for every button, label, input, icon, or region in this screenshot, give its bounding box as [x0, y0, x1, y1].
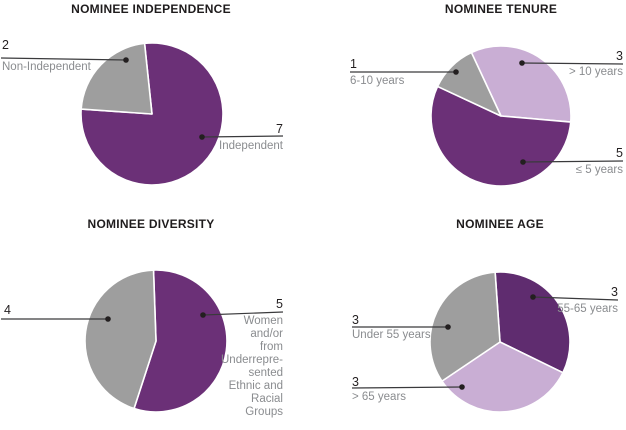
- chart-nominee-independence: NOMINEE INDEPENDENCE 2 Non-Independent 7 In…: [0, 0, 313, 215]
- chart-nominee-diversity: NOMINEE DIVERSITY 4 5 Women and/or from Under…: [0, 215, 313, 430]
- leader-dot: [445, 324, 451, 330]
- callout-value: 2: [2, 38, 9, 52]
- callout-label: Independent: [219, 140, 283, 152]
- chart-title: NOMINEE INDEPENDENCE: [71, 2, 231, 16]
- pie-slice-women-and-or-from-underrepresented-ethnic-and-racial-groups: [133, 269, 228, 413]
- callout-value: 3: [352, 313, 359, 327]
- chart-nominee-age: NOMINEE AGE 3 55-65 years 3 Under 55 years 3…: [313, 215, 626, 430]
- chart-title: NOMINEE DIVERSITY: [87, 217, 215, 231]
- pie-slice-non-independent: [80, 42, 153, 115]
- leader-line: [532, 296, 619, 301]
- leader-line: [521, 62, 624, 65]
- pie-slice-6-10-years: [436, 51, 502, 117]
- callout-label: > 65 years: [352, 391, 407, 403]
- callout-label: 55-65 years: [557, 303, 618, 315]
- leader-line: [522, 160, 624, 163]
- leader-dot: [105, 316, 111, 322]
- leader-dot: [520, 159, 526, 165]
- leader-dot: [519, 60, 525, 66]
- callout-label: > 10 years: [568, 66, 623, 78]
- leader-dot: [199, 134, 205, 140]
- leader-line: [201, 135, 284, 138]
- chart-title: NOMINEE AGE: [456, 217, 544, 231]
- callout-value: 7: [276, 122, 283, 136]
- pie-slice-10-years: [470, 45, 572, 123]
- leader-dot: [200, 312, 206, 318]
- pie-slice-65-years: [441, 341, 564, 413]
- leader-dot: [453, 69, 459, 75]
- chart-title: NOMINEE TENURE: [444, 2, 558, 16]
- leader-dot: [459, 384, 465, 390]
- callout-value: 3: [611, 285, 618, 299]
- leader-line: [0, 57, 127, 61]
- pie-slice-5-years: [430, 85, 572, 187]
- callout-value: 1: [350, 57, 357, 71]
- pie-chart-independence: [0, 42, 284, 186]
- callout-label: Women and/or from Underrepre-sented Ethnic a…: [221, 315, 283, 418]
- callout-label: Non-Independent: [2, 61, 91, 73]
- chart-nominee-tenure: NOMINEE TENURE 1 6-10 years 3 > 10 years 5 ≤ …: [313, 0, 626, 215]
- callout-label: ≤ 5 years: [575, 164, 623, 176]
- leader-line: [351, 386, 463, 389]
- callout-value: 4: [4, 303, 11, 317]
- pie-chart-tenure: [350, 45, 624, 187]
- pie-chart-age: [351, 271, 619, 413]
- callout-label: Under 55 years: [352, 329, 431, 341]
- pie-slice-unlabeled: [84, 269, 157, 410]
- callout-value: 5: [616, 146, 623, 160]
- callout-value: 3: [616, 49, 623, 63]
- leader-line: [202, 311, 284, 316]
- callout-value: 5: [276, 297, 283, 311]
- leader-dot: [530, 294, 536, 300]
- callout-label: 6-10 years: [350, 75, 405, 87]
- pie-chart-diversity: [1, 269, 284, 413]
- callout-value: 3: [352, 375, 359, 389]
- pie-slice-under-55-years: [429, 271, 501, 382]
- leader-dot: [123, 57, 129, 63]
